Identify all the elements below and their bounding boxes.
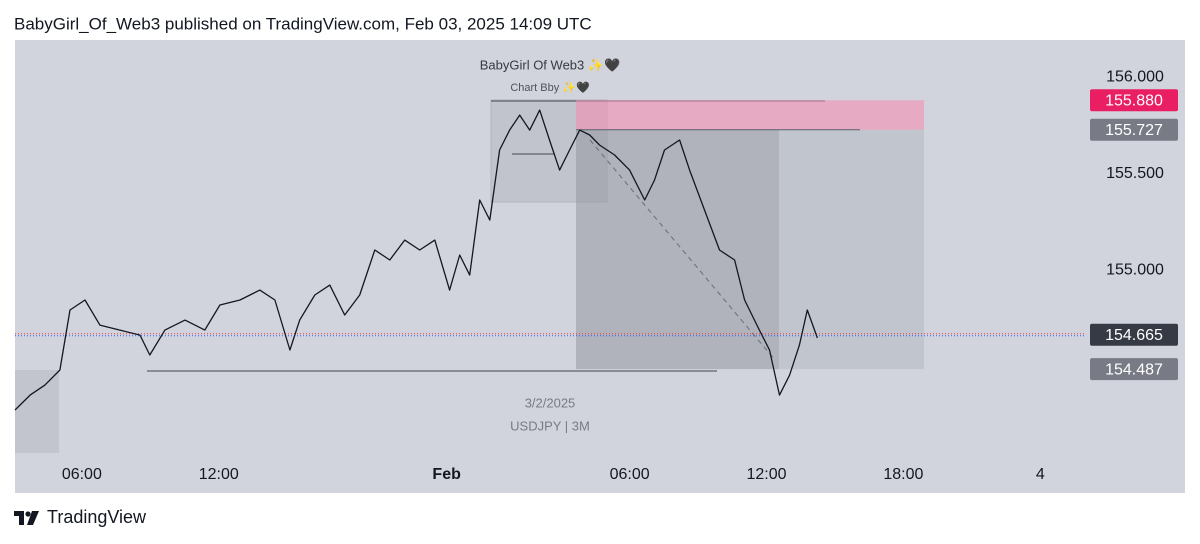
x-tick-label: 06:00 — [62, 466, 102, 483]
plot: 155.000 155.500 156.000 06:00 12:00 Feb 06:00 1… — [14, 68, 1178, 483]
y-tick-label: 156.000 — [1106, 68, 1164, 85]
range-box — [15, 370, 59, 453]
watermark-author: BabyGirl Of Web3 ✨🖤 — [480, 57, 621, 72]
price-label: 154.487 — [1105, 361, 1163, 378]
x-tick-label: 12:00 — [746, 466, 786, 483]
price-label: 155.727 — [1105, 122, 1163, 139]
brand-name: TradingView — [47, 507, 147, 527]
brand-logo — [14, 511, 39, 525]
stop-zone — [576, 100, 924, 130]
watermark-note: Chart Bby ✨🖤 — [510, 81, 590, 94]
target-zone — [576, 129, 779, 370]
x-tick-label: 06:00 — [610, 466, 650, 483]
watermark-symbol: USDJPY | 3M — [510, 418, 590, 433]
price-label: 155.880 — [1105, 92, 1163, 109]
x-tick-label: 12:00 — [199, 466, 239, 483]
x-tick-label: 4 — [1036, 466, 1045, 483]
watermark-date: 3/2/2025 — [525, 395, 576, 410]
price-label-bg — [1090, 89, 1178, 112]
target-zone-ext — [779, 129, 924, 370]
trend-dashed — [589, 139, 776, 361]
y-tick-label: 155.500 — [1106, 165, 1164, 182]
price-label: 154.665 — [1105, 327, 1163, 344]
price-line — [14, 109, 819, 411]
x-tick-label: Feb — [432, 466, 461, 483]
publish-header: BabyGirl_Of_Web3 published on TradingVie… — [14, 14, 592, 33]
x-tick-label: 18:00 — [883, 466, 923, 483]
price-label-bg — [1090, 358, 1178, 381]
y-tick-label: 155.000 — [1106, 261, 1164, 278]
price-label-bg — [1090, 323, 1178, 346]
price-label-bg — [1090, 118, 1178, 141]
